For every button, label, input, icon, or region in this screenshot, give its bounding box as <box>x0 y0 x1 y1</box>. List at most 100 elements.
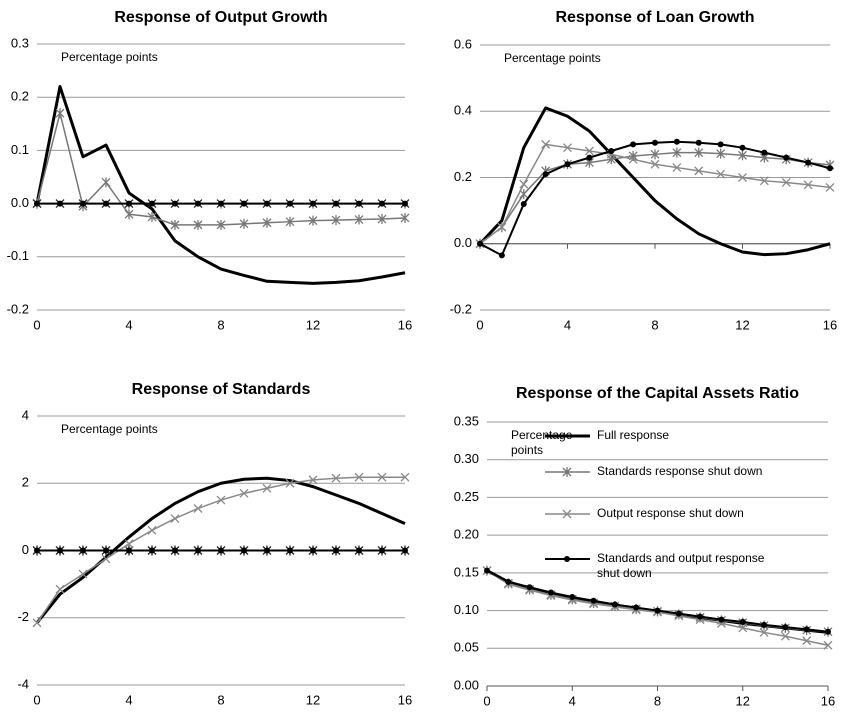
data-point <box>57 200 63 207</box>
data-point <box>287 547 293 554</box>
y-tick-label: 0.10 <box>454 602 479 617</box>
data-point <box>55 108 65 119</box>
x-tick-label: 16 <box>821 693 835 708</box>
data-point <box>761 149 768 156</box>
annotation: Percentage points <box>511 428 573 457</box>
data-point <box>331 215 341 226</box>
data-point <box>717 141 724 148</box>
data-point <box>823 640 833 650</box>
y-tick-label: -0.2 <box>450 301 472 316</box>
x-tick-label: 16 <box>398 692 412 707</box>
data-point <box>738 623 748 633</box>
data-point <box>170 219 180 230</box>
data-point <box>783 154 790 161</box>
y-tick-label: -4 <box>17 676 29 691</box>
y-tick-label: -0.2 <box>7 301 29 316</box>
data-point <box>825 628 831 635</box>
data-point <box>310 547 316 554</box>
data-point <box>126 547 132 554</box>
data-point <box>331 473 341 483</box>
data-point <box>718 616 725 623</box>
data-point <box>569 593 576 600</box>
data-point <box>285 216 295 227</box>
data-point <box>264 200 270 207</box>
x-tick-label: 8 <box>217 317 224 332</box>
data-point <box>402 200 408 207</box>
data-point <box>547 589 554 596</box>
data-point <box>356 200 362 207</box>
data-point <box>519 189 529 200</box>
data-point <box>285 478 295 488</box>
data-point <box>195 200 201 207</box>
data-point <box>505 578 512 585</box>
data-point <box>172 200 178 207</box>
data-point <box>308 475 318 485</box>
data-point <box>170 514 180 524</box>
x-tick-label: 16 <box>823 317 837 332</box>
data-point <box>695 139 702 146</box>
x-tick-label: 4 <box>564 317 571 332</box>
data-point <box>761 621 768 628</box>
data-point <box>377 472 387 482</box>
data-point <box>563 143 572 153</box>
annotation-box: Percentage points <box>61 50 158 64</box>
x-tick-label: 12 <box>736 693 750 708</box>
data-point <box>650 149 660 160</box>
data-point <box>825 182 835 192</box>
legend-label-box: Standards and output response shut down <box>597 551 764 580</box>
data-point <box>716 169 726 179</box>
data-point <box>759 627 769 637</box>
data-point <box>308 215 318 226</box>
data-point <box>262 483 272 493</box>
x-tick-label: 0 <box>33 317 40 332</box>
data-point <box>739 144 746 151</box>
data-point <box>672 163 682 173</box>
data-point <box>147 211 157 222</box>
data-point <box>147 525 157 535</box>
data-point <box>590 597 597 604</box>
data-point <box>149 547 155 554</box>
data-point <box>611 601 618 608</box>
data-point <box>216 495 226 505</box>
data-point <box>400 472 410 482</box>
data-point <box>34 547 40 554</box>
data-point <box>497 222 507 232</box>
y-tick-label: 0 <box>22 542 29 557</box>
data-point <box>80 547 86 554</box>
y-tick-label: 0.20 <box>454 527 479 542</box>
data-point <box>333 200 339 207</box>
data-point <box>78 569 88 579</box>
data-point <box>672 147 682 158</box>
legend-label-box: Full response <box>597 428 669 442</box>
data-point <box>239 488 249 498</box>
data-point <box>780 631 790 641</box>
y-tick-label: 4 <box>22 407 29 422</box>
x-tick-label: 4 <box>125 317 132 332</box>
data-point <box>80 200 86 207</box>
x-tick-label: 12 <box>306 692 320 707</box>
data-point <box>101 177 111 188</box>
y-tick-label: 0.05 <box>454 640 479 655</box>
series-line <box>478 106 831 257</box>
x-tick-label: 4 <box>125 692 132 707</box>
data-point <box>650 159 660 169</box>
data-point <box>738 150 747 161</box>
y-tick-label: 0.1 <box>11 142 29 157</box>
data-point <box>586 154 593 161</box>
data-point <box>608 148 615 154</box>
chart-title: Response of the Capital Assets Ratio <box>516 385 799 402</box>
chart-title: Response of Loan Growth <box>555 9 754 26</box>
legend-marker <box>562 509 572 519</box>
y-tick-label: -2 <box>17 609 29 624</box>
data-point <box>57 547 63 554</box>
data-point <box>241 200 247 207</box>
data-point <box>694 147 704 158</box>
data-point <box>239 218 249 229</box>
data-point <box>803 626 810 633</box>
data-point <box>149 200 155 207</box>
data-point <box>216 219 226 230</box>
data-point <box>126 200 132 207</box>
data-point <box>803 180 813 190</box>
data-point <box>802 636 812 646</box>
